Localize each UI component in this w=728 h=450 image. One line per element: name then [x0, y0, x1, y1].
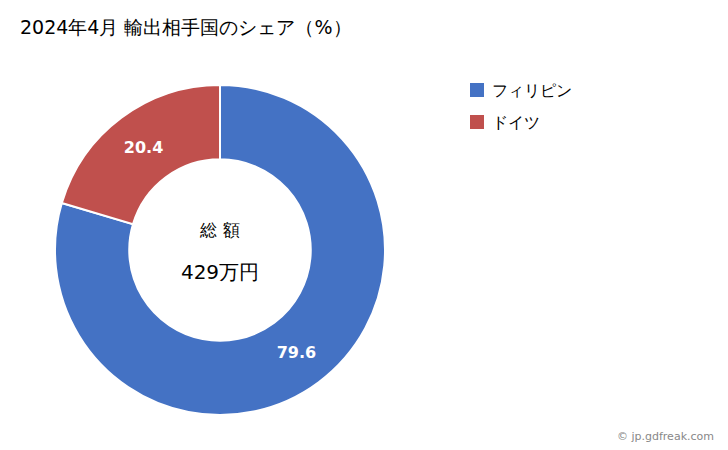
- plot: [55, 85, 385, 415]
- legend-swatch: [470, 83, 484, 97]
- watermark: © jp.gdfreak.com: [617, 430, 714, 443]
- legend-label: フィリピン: [492, 81, 572, 100]
- legend-item: フィリピン: [470, 81, 572, 100]
- center-text: 429万円: [181, 260, 259, 284]
- legend-label: ドイツ: [492, 113, 540, 132]
- data-label: 20.4: [124, 138, 163, 157]
- legend-item: ドイツ: [470, 113, 540, 132]
- chart: 2024年4月 輸出相手国のシェア（%） 79.6 20.4 総 額 429万円 © jp…: [0, 0, 728, 450]
- legend: フィリピンドイツ: [470, 81, 572, 132]
- center-text: 総 額: [199, 220, 239, 240]
- slice: [55, 85, 385, 415]
- labels: 79.6 20.4 総 額 429万円: [124, 138, 316, 362]
- title: 2024年4月 輸出相手国のシェア（%）: [20, 16, 352, 38]
- slice: [62, 85, 220, 224]
- data-label: 79.6: [277, 343, 316, 362]
- legend-swatch: [470, 115, 484, 129]
